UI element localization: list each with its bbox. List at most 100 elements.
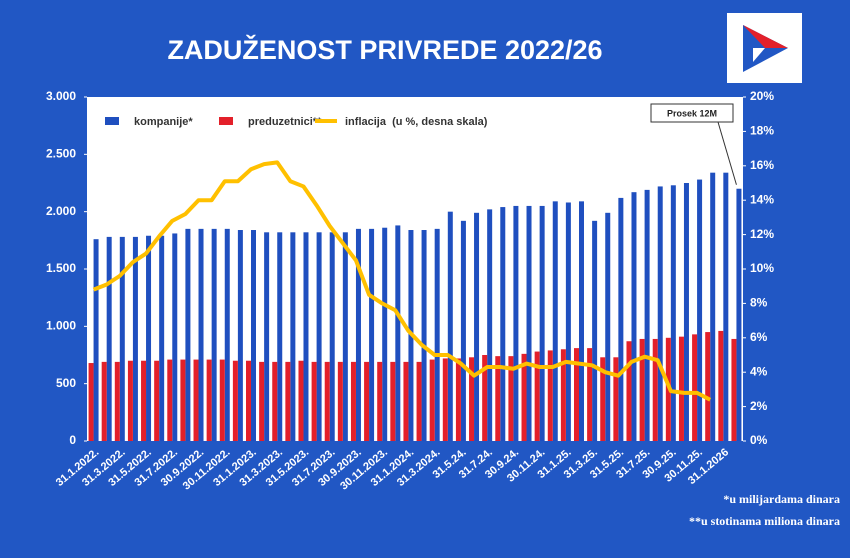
bar xyxy=(167,359,173,441)
bar xyxy=(264,232,270,441)
bar xyxy=(180,359,186,441)
bar xyxy=(303,232,309,441)
bar xyxy=(251,230,256,441)
y2-tick-label: 0% xyxy=(750,433,768,447)
bar xyxy=(185,228,191,441)
y2-tick-label: 8% xyxy=(750,296,768,310)
bar xyxy=(324,361,330,441)
bar xyxy=(114,361,120,441)
bar xyxy=(552,201,558,441)
bar xyxy=(355,228,361,441)
bar xyxy=(683,183,689,441)
bar xyxy=(141,360,147,441)
logo xyxy=(727,13,802,83)
bar xyxy=(434,228,440,441)
legend-swatch xyxy=(105,117,119,125)
bar xyxy=(618,197,624,441)
bar xyxy=(272,361,278,441)
bar xyxy=(350,361,356,441)
bar xyxy=(193,359,199,441)
bar xyxy=(259,361,265,441)
bar xyxy=(600,357,606,441)
bar xyxy=(705,332,711,441)
bar xyxy=(631,192,637,441)
bar xyxy=(460,220,466,441)
bar xyxy=(311,361,317,441)
bar xyxy=(723,172,729,441)
bar xyxy=(382,227,388,441)
bar xyxy=(232,360,238,441)
y-tick-label: 500 xyxy=(56,376,76,390)
bar xyxy=(342,232,348,441)
bar xyxy=(670,185,676,441)
footnote: *u milijardama dinara xyxy=(723,492,840,506)
bar xyxy=(513,205,519,441)
y2-tick-label: 16% xyxy=(750,158,774,172)
bar xyxy=(579,201,584,441)
bar xyxy=(316,232,322,441)
bar xyxy=(626,341,632,441)
bar xyxy=(172,233,178,441)
bar xyxy=(495,356,501,441)
y2-tick-label: 18% xyxy=(750,124,774,138)
bar xyxy=(429,359,435,441)
bar xyxy=(224,228,230,441)
bar xyxy=(219,359,225,441)
bar xyxy=(237,230,243,441)
bar xyxy=(560,349,566,441)
y-tick-label: 2.500 xyxy=(46,147,76,161)
legend-swatch xyxy=(219,117,233,125)
bar xyxy=(526,205,532,441)
bar xyxy=(613,357,619,441)
y-tick-label: 0 xyxy=(69,433,76,447)
bar xyxy=(657,186,663,441)
bar xyxy=(159,235,165,441)
y2-tick-label: 4% xyxy=(750,364,768,378)
y2-tick-label: 12% xyxy=(750,227,774,241)
y-tick-label: 2.000 xyxy=(46,204,76,218)
bar xyxy=(678,336,684,441)
bar xyxy=(146,235,152,441)
bar xyxy=(718,330,724,441)
y-tick-label: 3.000 xyxy=(46,89,76,103)
bar xyxy=(88,363,94,441)
bar xyxy=(101,361,107,441)
bar xyxy=(639,338,645,441)
legend-label: inflacija (u %, desna skala) xyxy=(345,116,488,128)
bar xyxy=(731,338,737,441)
bar xyxy=(455,358,461,441)
bar xyxy=(290,232,296,441)
bar xyxy=(587,348,593,441)
y-tick-label: 1.000 xyxy=(46,319,76,333)
bar xyxy=(285,361,291,441)
bar xyxy=(574,348,579,441)
bar xyxy=(644,189,650,441)
bar xyxy=(692,334,698,441)
bar xyxy=(395,225,401,441)
bar xyxy=(474,212,480,441)
y2-tick-label: 20% xyxy=(750,89,774,103)
bar xyxy=(298,360,304,441)
bar xyxy=(710,172,716,441)
y2-tick-label: 14% xyxy=(750,192,774,206)
bar xyxy=(487,209,493,441)
bar xyxy=(482,355,488,441)
bar xyxy=(154,360,160,441)
bar xyxy=(469,357,475,441)
y-tick-label: 1.500 xyxy=(46,261,76,275)
bar xyxy=(565,202,571,441)
bar xyxy=(206,359,212,441)
bar xyxy=(369,228,375,441)
bar xyxy=(198,228,204,441)
bar xyxy=(592,220,598,441)
bar xyxy=(246,360,251,441)
bar xyxy=(337,361,343,441)
bar xyxy=(106,236,112,441)
bar xyxy=(277,232,283,441)
line xyxy=(92,160,712,402)
bar xyxy=(421,230,427,441)
y2-tick-label: 2% xyxy=(750,399,768,413)
legend-label: kompanije* xyxy=(134,116,193,128)
bar xyxy=(500,207,506,441)
bar xyxy=(127,360,133,441)
